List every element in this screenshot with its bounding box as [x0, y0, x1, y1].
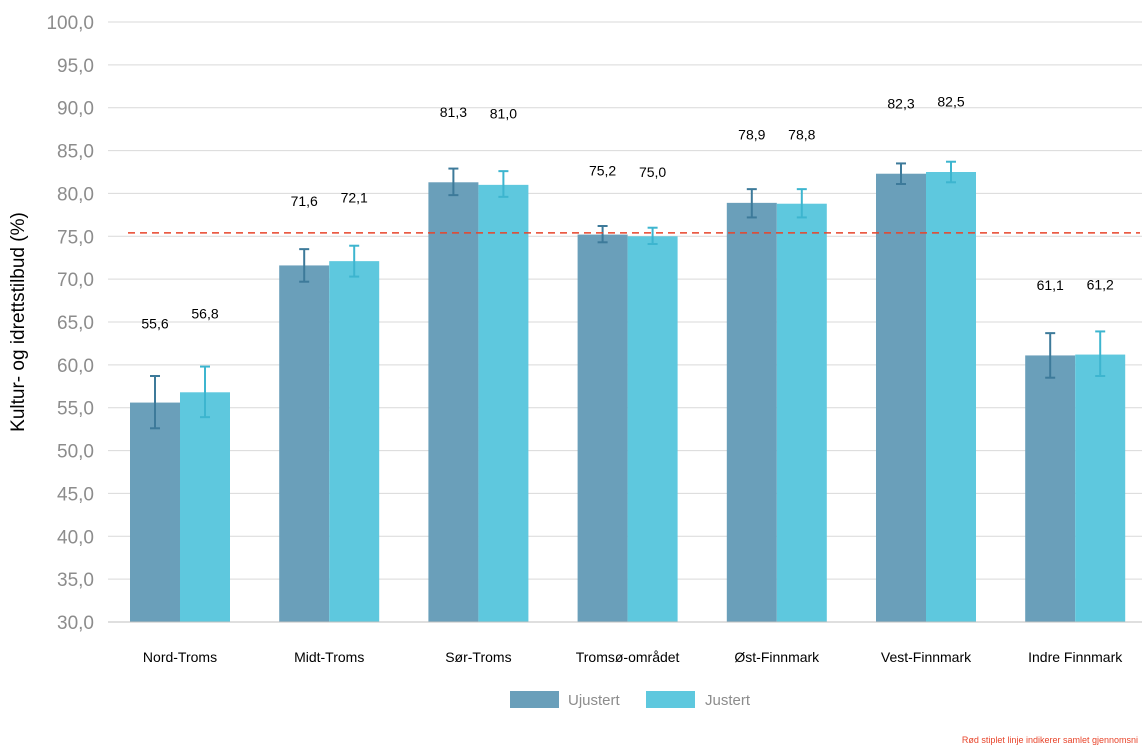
data-label: 56,8: [191, 305, 218, 321]
y-tick-label: 75,0: [57, 227, 94, 248]
y-tick-label: 90,0: [57, 99, 94, 120]
bar-justert: [478, 184, 529, 622]
legend-swatch-justert: [646, 691, 695, 708]
data-label: 75,0: [639, 164, 666, 180]
bar-ujustert: [726, 202, 777, 622]
y-tick-label: 35,0: [57, 570, 94, 591]
bar-ujustert: [428, 182, 479, 623]
y-tick-label: 30,0: [57, 613, 94, 634]
legend-label-justert: Justert: [705, 692, 751, 709]
bar-ujustert: [130, 402, 180, 622]
y-tick-label: 65,0: [57, 313, 94, 334]
data-label: 82,3: [887, 95, 914, 111]
x-tick-label: Midt-Troms: [294, 649, 364, 665]
y-tick-label: 50,0: [57, 442, 94, 463]
y-tick-label: 70,0: [57, 270, 94, 291]
data-label: 61,1: [1037, 277, 1064, 293]
bar-ujustert: [1025, 355, 1076, 622]
bar-ujustert: [577, 234, 628, 623]
footnote: Rød stiplet linje indikerer samlet gjenn…: [962, 735, 1138, 745]
x-tick-label: Vest-Finnmark: [881, 649, 972, 665]
x-tick-label: Indre Finnmark: [1028, 649, 1123, 665]
y-tick-label: 55,0: [57, 399, 94, 420]
bar-justert: [926, 172, 976, 622]
legend-swatch-ujustert: [510, 691, 559, 708]
x-tick-label: Øst-Finnmark: [734, 649, 820, 665]
bar-justert: [1075, 354, 1126, 622]
data-label: 81,0: [490, 106, 517, 122]
y-tick-label: 45,0: [57, 484, 94, 505]
data-label: 61,2: [1087, 276, 1114, 292]
data-label: 81,3: [440, 104, 467, 120]
data-label: 78,9: [738, 126, 765, 142]
data-label: 71,6: [291, 193, 318, 209]
y-tick-label: 95,0: [57, 56, 94, 77]
data-label: 72,1: [341, 190, 368, 206]
bar-justert: [329, 261, 380, 622]
x-tick-label: Sør-Troms: [445, 649, 511, 665]
y-tick-label: 40,0: [57, 527, 94, 548]
bar-justert: [180, 392, 230, 622]
bar-justert: [627, 236, 678, 623]
data-label: 82,5: [937, 94, 964, 110]
x-tick-label: Nord-Troms: [143, 649, 217, 665]
data-label: 55,6: [141, 316, 168, 332]
data-label: 75,2: [589, 162, 616, 178]
y-axis-label: Kultur- og idrettstilbud (%): [8, 212, 29, 432]
bar-ujustert: [876, 173, 926, 622]
y-tick-label: 60,0: [57, 356, 94, 377]
y-tick-label: 85,0: [57, 142, 94, 163]
y-tick-label: 80,0: [57, 184, 94, 205]
bar-justert: [776, 203, 827, 622]
bar-ujustert: [279, 265, 330, 622]
legend-label-ujustert: Ujustert: [568, 692, 621, 709]
data-label: 78,8: [788, 126, 815, 142]
y-tick-label: 100,0: [46, 13, 94, 34]
x-tick-label: Tromsø-området: [576, 649, 680, 665]
